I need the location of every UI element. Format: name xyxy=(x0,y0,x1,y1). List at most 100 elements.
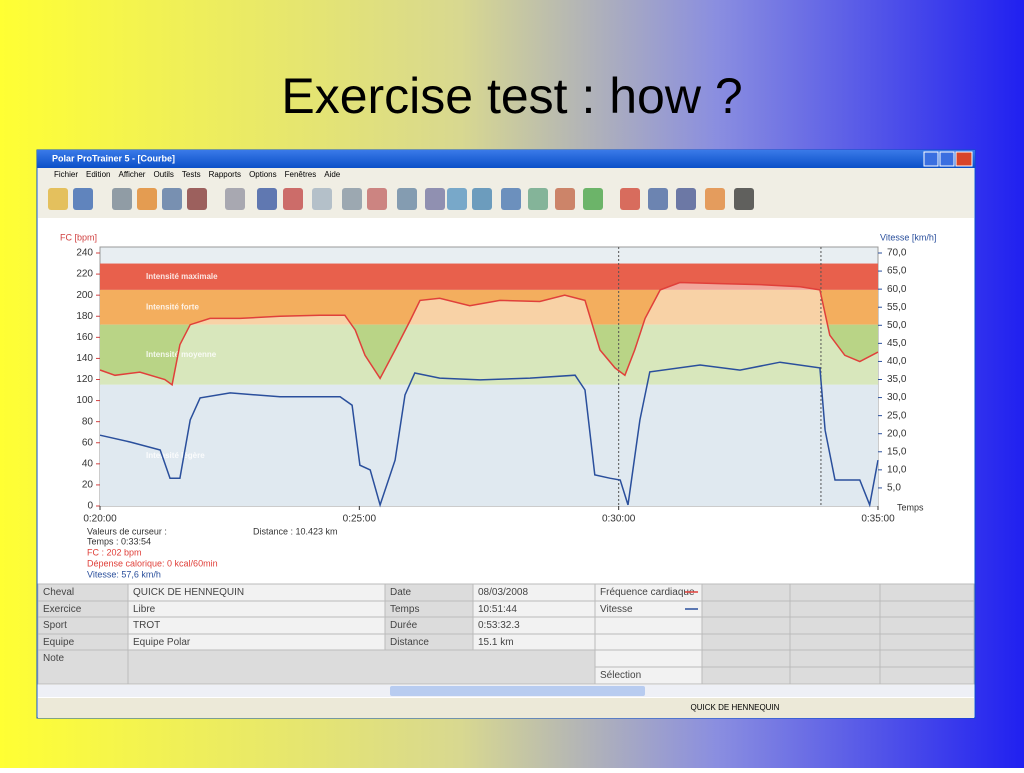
cursor-line: Valeurs de curseur : xyxy=(87,526,167,536)
table-text: Equipe Polar xyxy=(133,637,191,648)
y2-tick-label: 30,0 xyxy=(887,392,907,403)
status-bar xyxy=(38,698,974,718)
toolbar-button[interactable] xyxy=(501,188,521,210)
table-text: 0:53:32.3 xyxy=(478,620,520,631)
y-tick-label: 140 xyxy=(76,353,93,364)
x-tick-label: 0:30:00 xyxy=(602,514,636,525)
table-text: Cheval xyxy=(43,587,74,598)
table-text: Libre xyxy=(133,604,156,615)
y2-tick-label: 25,0 xyxy=(887,410,907,421)
table-cell xyxy=(879,666,975,685)
toolbar-button[interactable] xyxy=(620,188,640,210)
menu-item[interactable]: Fenêtres xyxy=(285,170,317,179)
legend-label: Fréquence cardiaque xyxy=(600,587,695,598)
table-text: 10:51:44 xyxy=(478,604,517,615)
note-field xyxy=(127,649,596,685)
menu-item[interactable]: Aide xyxy=(324,170,341,179)
table-cell xyxy=(594,649,703,668)
table-text: Temps xyxy=(390,604,419,615)
scroll-thumb[interactable] xyxy=(390,686,645,696)
menu-item[interactable]: Outils xyxy=(153,170,173,179)
cursor-line: Vitesse: 57,6 km/h xyxy=(87,569,161,579)
menu-item[interactable]: Afficher xyxy=(118,170,145,179)
y2-tick-label: 50,0 xyxy=(887,320,907,331)
cursor-line: FC : 202 bpm xyxy=(87,547,142,557)
toolbar-button[interactable] xyxy=(112,188,132,210)
y-tick-label: 200 xyxy=(76,290,93,301)
toolbar-button[interactable] xyxy=(472,188,492,210)
toolbar-button[interactable] xyxy=(397,188,417,210)
zone-band xyxy=(100,263,878,290)
close-button[interactable] xyxy=(955,151,973,167)
table-cell xyxy=(127,600,386,618)
toolbar-button[interactable] xyxy=(48,188,68,210)
toolbar-button[interactable] xyxy=(555,188,575,210)
menu-item[interactable]: Rapports xyxy=(209,170,241,179)
toolbar-button[interactable] xyxy=(283,188,303,210)
menu-item[interactable]: Fichier xyxy=(54,170,78,179)
table-text: Equipe xyxy=(43,637,75,648)
toolbar-button[interactable] xyxy=(225,188,245,210)
table-text: QUICK DE HENNEQUIN xyxy=(133,587,244,598)
slide-title: Exercise test : how ? xyxy=(281,68,742,124)
note-cell xyxy=(37,649,129,685)
toolbar-button[interactable] xyxy=(447,188,467,210)
table-cell xyxy=(701,600,791,618)
toolbar-button[interactable] xyxy=(528,188,548,210)
zone-label: Intensité légère xyxy=(146,451,205,460)
toolbar-button[interactable] xyxy=(367,188,387,210)
table-text: Distance xyxy=(390,637,429,648)
toolbar-button[interactable] xyxy=(312,188,332,210)
series-line xyxy=(99,281,879,387)
zone-band xyxy=(100,324,878,385)
table-text: Note xyxy=(43,653,65,664)
menu-bar xyxy=(38,168,974,182)
y-tick-label: 60 xyxy=(82,437,94,448)
y2-tick-label: 60,0 xyxy=(887,284,907,295)
table-cell xyxy=(789,649,881,668)
toolbar-button[interactable] xyxy=(648,188,668,210)
table-text: Durée xyxy=(390,620,418,631)
toolbar-button[interactable] xyxy=(676,188,696,210)
zone-label: Intensité moyenne xyxy=(146,350,217,359)
menu: Fichier Edition Afficher Outils Tests Rapport… xyxy=(54,170,341,179)
menu-item[interactable]: Options xyxy=(249,170,277,179)
toolbar-button[interactable] xyxy=(734,188,754,210)
y2-tick-label: 15,0 xyxy=(887,446,907,457)
y2-tick-label: 10,0 xyxy=(887,464,907,475)
selection-label: Sélection xyxy=(600,670,641,681)
cursor-line: Temps : 0:33:54 xyxy=(87,536,151,546)
toolbar-button[interactable] xyxy=(257,188,277,210)
table-text: TROT xyxy=(133,620,160,631)
table-text: Sport xyxy=(43,620,67,631)
toolbar-button[interactable] xyxy=(187,188,207,210)
y-tick-label: 100 xyxy=(76,395,93,406)
restore-button[interactable] xyxy=(939,151,955,167)
table-text: Exercice xyxy=(43,604,82,615)
toolbar-button[interactable] xyxy=(73,188,93,210)
x-tick-label: 0:25:00 xyxy=(343,514,377,525)
y2-tick-label: 5,0 xyxy=(887,483,901,494)
y2-tick-label: 40,0 xyxy=(887,356,907,367)
toolbar-button[interactable] xyxy=(137,188,157,210)
y2-tick-label: 65,0 xyxy=(887,266,907,277)
table-text: Date xyxy=(390,587,412,598)
minimize-button[interactable] xyxy=(923,151,939,167)
y-tick-label: 220 xyxy=(76,269,93,280)
y-tick-label: 0 xyxy=(87,501,93,512)
toolbar-button[interactable] xyxy=(342,188,362,210)
menu-item[interactable]: Tests xyxy=(182,170,201,179)
zone-label: Intensité forte xyxy=(146,302,199,311)
y-tick-label: 180 xyxy=(76,311,93,322)
toolbar-button[interactable] xyxy=(425,188,445,210)
table-text: 15.1 km xyxy=(478,637,514,648)
status-text: QUICK DE HENNEQUIN xyxy=(691,703,780,712)
toolbar-button[interactable] xyxy=(162,188,182,210)
hr-area xyxy=(100,282,878,506)
menu-item[interactable]: Edition xyxy=(86,170,110,179)
table-cell xyxy=(789,666,881,685)
legend-label: Vitesse xyxy=(600,604,633,615)
toolbar-button[interactable] xyxy=(705,188,725,210)
toolbar-button[interactable] xyxy=(583,188,603,210)
